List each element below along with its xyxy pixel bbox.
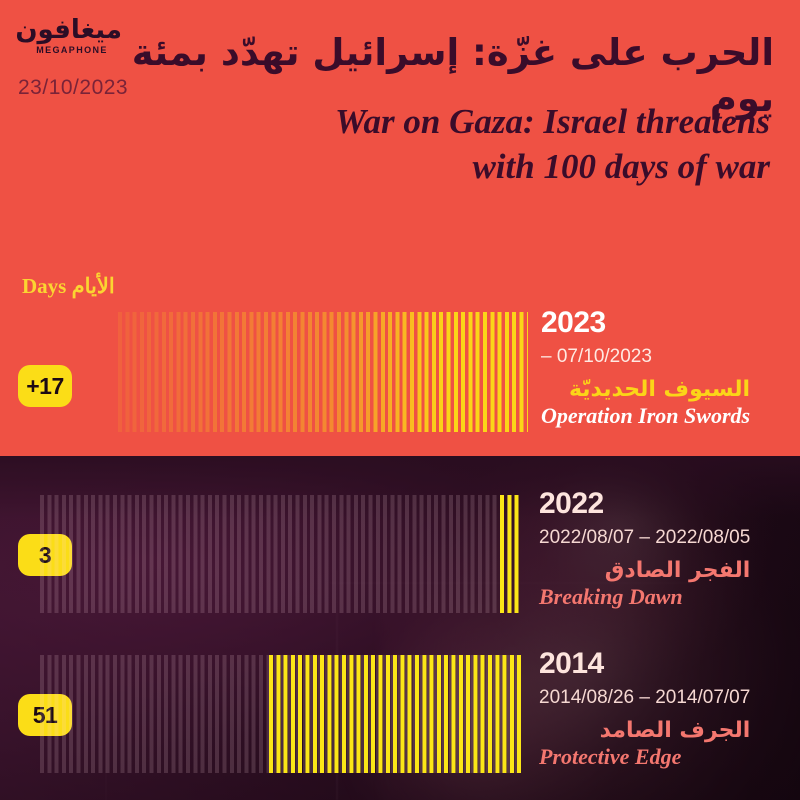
headline-arabic: الحرب على غزّة: إسرائيل تهدّد بمئة يوم	[131, 31, 775, 121]
row-labels-2014: 2014 2014/08/26 – 2014/07/07 الجرف الصام…	[539, 647, 751, 770]
row-operation-en-2023: Operation Iron Swords	[541, 403, 751, 429]
megaphone-logo-arabic: ميغافون	[15, 15, 123, 45]
row-year-2023: 2023	[541, 306, 606, 339]
chart-row-2023: +17 2023 – 07/10/2023 السيوف الحديديّة O…	[0, 300, 800, 445]
chart-row-2022: 3 2022 2022/08/07 – 2022/08/05 الفجر الص…	[0, 485, 800, 625]
bar-2023	[118, 312, 528, 432]
bar-stripes-2023	[118, 312, 528, 432]
row-year-2022: 2022	[539, 487, 604, 520]
bar-2014	[40, 655, 522, 773]
row-operation-ar-2014: الجرف الصامد	[599, 718, 751, 743]
axis-label-days-arabic: الأيام	[71, 274, 115, 298]
chart-row-2014: 51 2014 2014/08/26 – 2014/07/07 الجرف ال…	[0, 645, 800, 795]
publication-date: 23/10/2023	[18, 76, 129, 99]
axis-label-days: الأيام Days	[22, 274, 115, 299]
days-badge-2022: 3	[18, 534, 72, 576]
bar-value-stripes-2014	[269, 655, 522, 773]
row-operation-en-2014: Protective Edge	[539, 744, 682, 770]
days-badge-2014: 51	[18, 694, 72, 736]
headline-english-line-1: War on Gaza: Israel threatens	[335, 102, 770, 141]
row-operation-ar-2022: الفجر الصادق	[604, 558, 751, 583]
row-operation-ar-2023: السيوف الحديديّة	[568, 377, 751, 402]
row-date-range-2023: – 07/10/2023	[541, 346, 652, 367]
megaphone-logo-wordmark: MEGAPHONE	[36, 45, 108, 55]
headline-english: War on Gaza: Israel threatens with 100 d…	[110, 100, 770, 190]
bar-track-stripes-2022	[40, 495, 522, 613]
headline-english-line-2: with 100 days of war	[472, 146, 770, 186]
row-operation-en-2022: Breaking Dawn	[539, 584, 683, 610]
row-year-2014: 2014	[539, 647, 604, 680]
row-date-range-2014: 2014/08/26 – 2014/07/07	[539, 687, 751, 708]
axis-label-days-english: Days	[22, 274, 67, 298]
row-date-range-2022: 2022/08/07 – 2022/08/05	[539, 527, 751, 548]
days-badge-2023: +17	[18, 365, 72, 407]
bar-value-stripes-2022	[500, 495, 522, 613]
megaphone-logo: ميغافون MEGAPHONE	[15, 15, 123, 72]
row-labels-2022: 2022 2022/08/07 – 2022/08/05 الفجر الصاد…	[539, 487, 751, 610]
bar-2022	[40, 495, 522, 613]
row-labels-2023: 2023 – 07/10/2023 السيوف الحديديّة Opera…	[541, 306, 751, 429]
